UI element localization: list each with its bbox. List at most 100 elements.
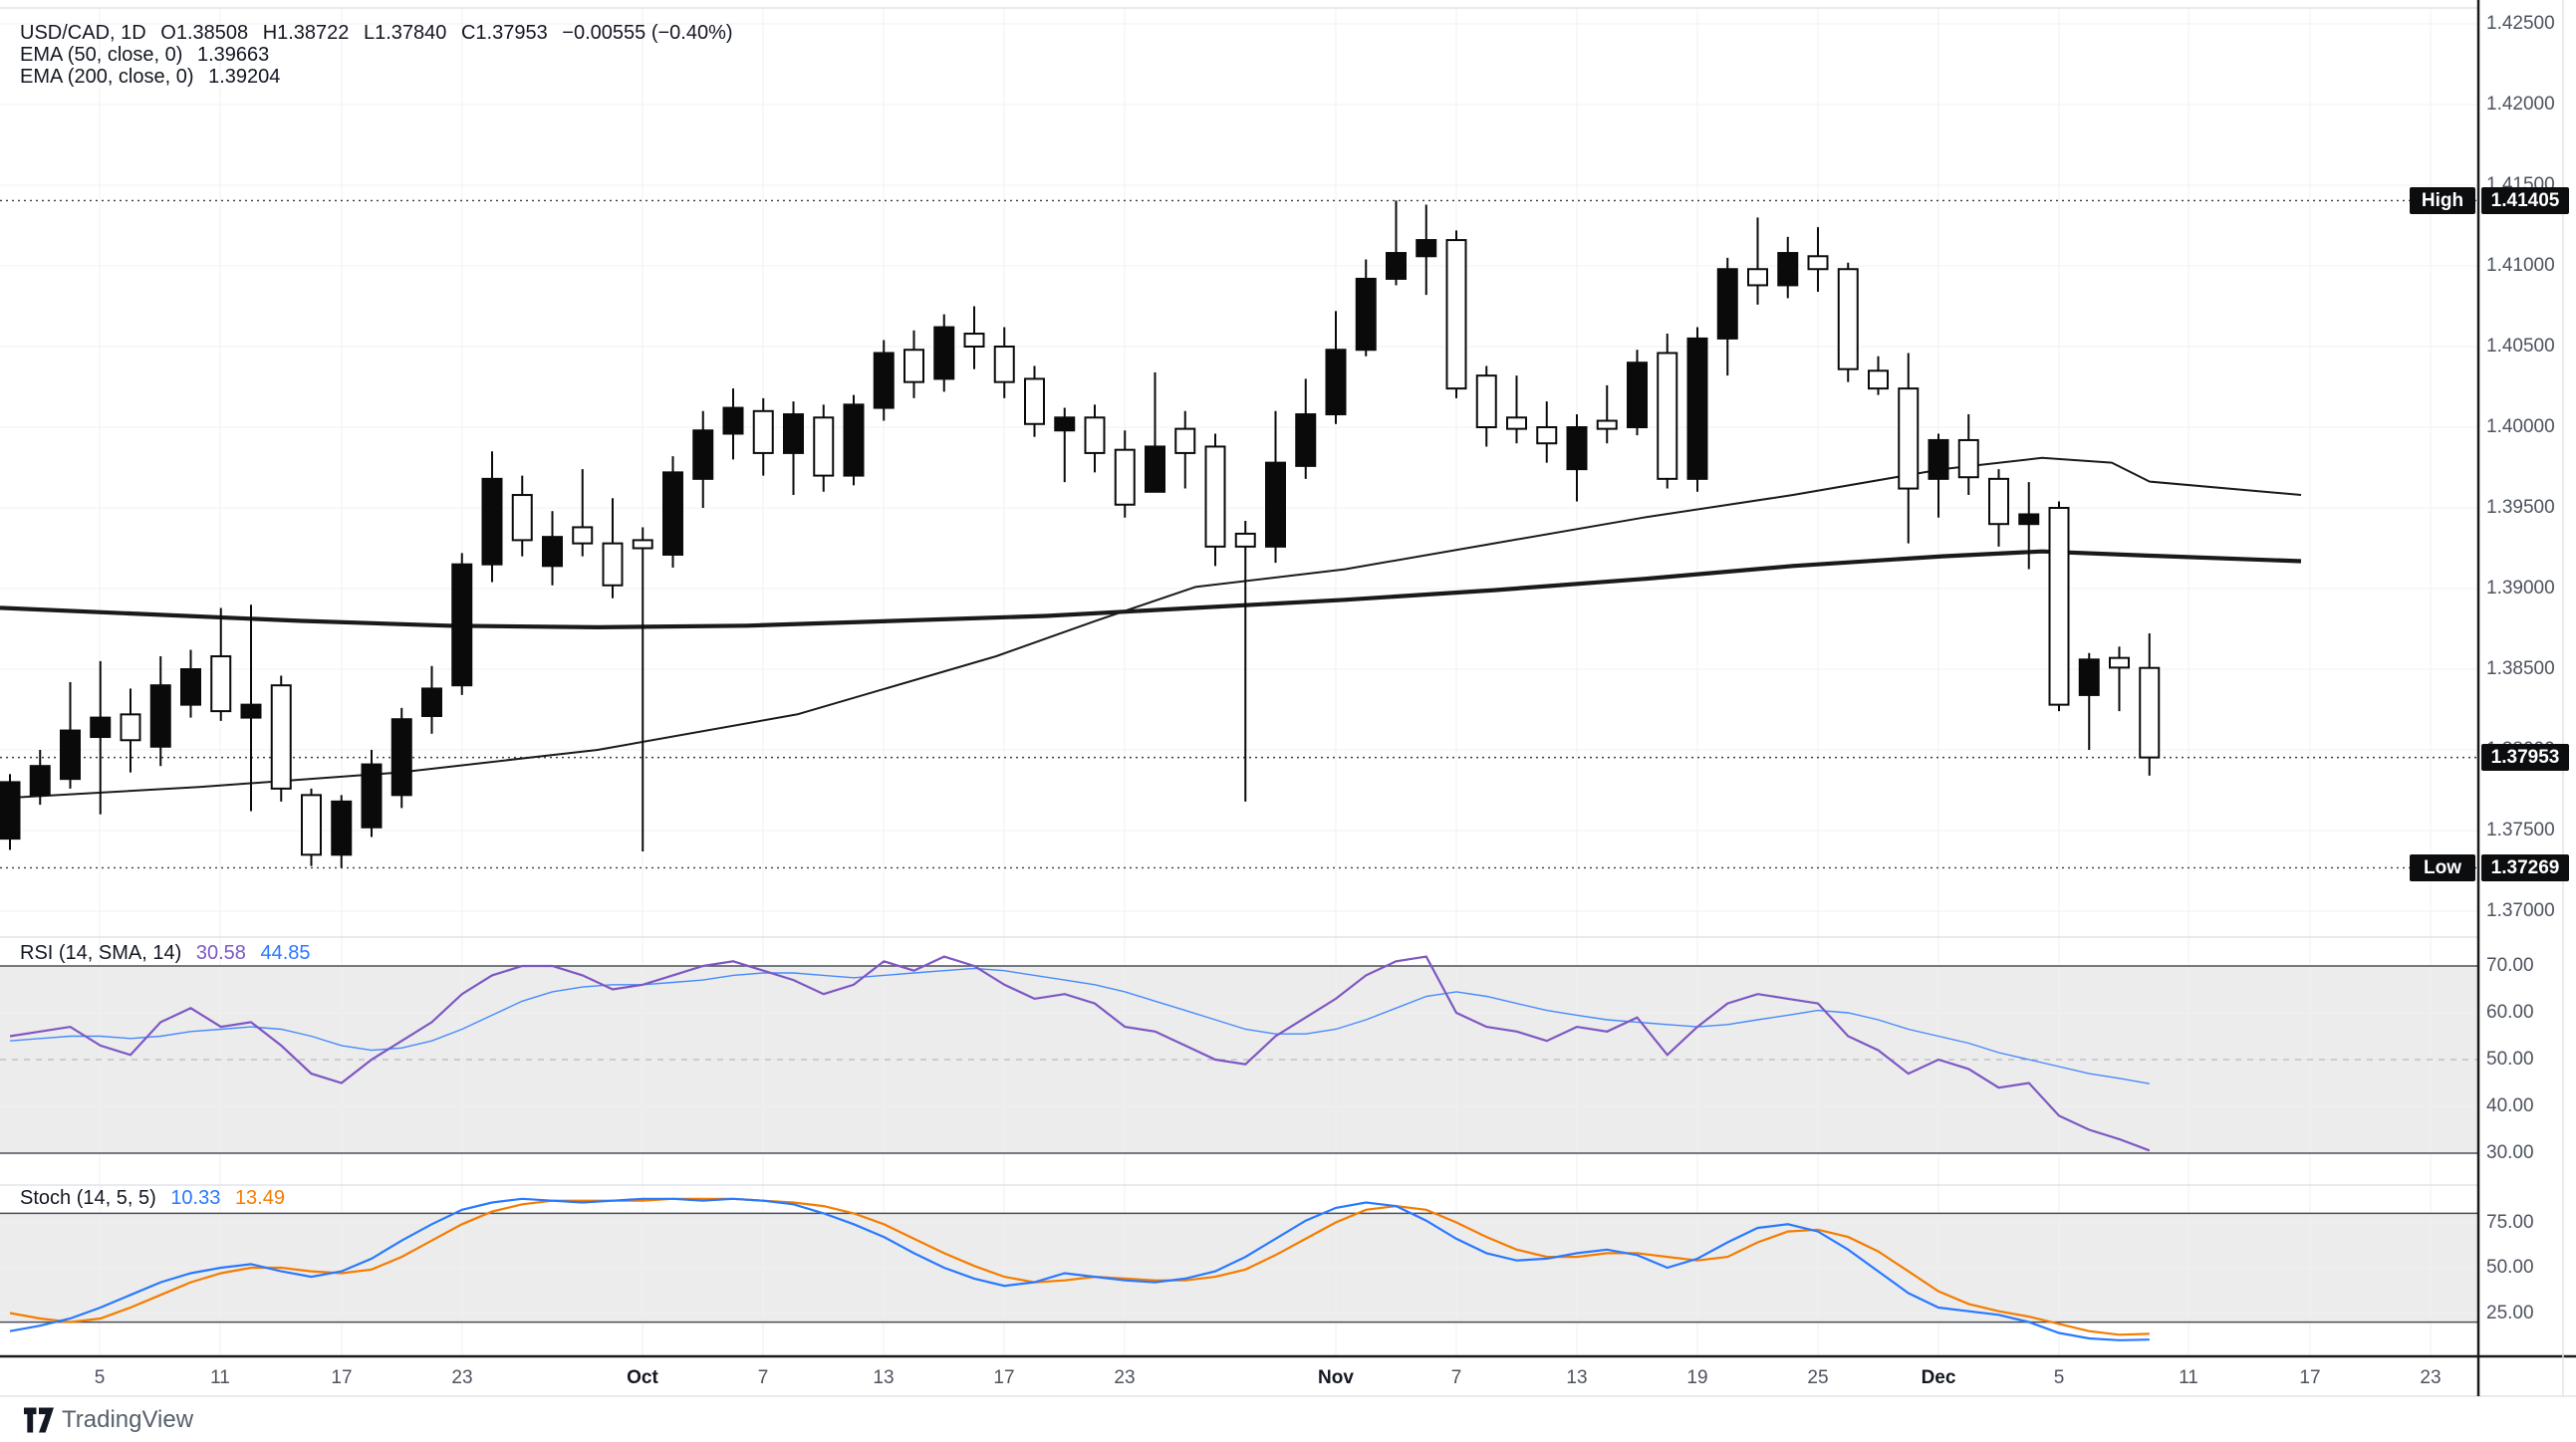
tradingview-logo[interactable]: TradingView — [24, 1406, 193, 1434]
candle[interactable] — [120, 713, 141, 742]
candle[interactable] — [993, 346, 1015, 383]
price-tick-label: 1.39000 — [2486, 578, 2555, 599]
candle[interactable] — [1204, 445, 1226, 548]
candle[interactable] — [270, 684, 292, 790]
candle[interactable] — [752, 409, 774, 454]
ema200-label[interactable]: EMA (200, close, 0) — [20, 66, 194, 88]
stoch-k-line[interactable] — [9, 1197, 2150, 1341]
candle[interactable] — [1024, 377, 1045, 425]
candle[interactable] — [1627, 361, 1648, 429]
candle[interactable] — [1416, 239, 1437, 258]
stoch-label[interactable]: Stoch (14, 5, 5) — [20, 1187, 156, 1209]
candle[interactable] — [813, 416, 835, 477]
candle[interactable] — [149, 684, 171, 748]
candle[interactable] — [1054, 416, 1076, 432]
candle[interactable] — [1084, 416, 1106, 454]
rsi-value: 30.58 — [195, 942, 246, 964]
candle[interactable] — [361, 763, 383, 829]
stoch-tick-label: 75.00 — [2486, 1211, 2534, 1233]
symbol-title[interactable]: USD/CAD, 1D — [20, 22, 146, 44]
candle[interactable] — [1506, 416, 1527, 430]
candle[interactable] — [1234, 532, 1256, 548]
candle[interactable] — [390, 718, 412, 797]
candle[interactable] — [1174, 427, 1196, 454]
candle[interactable] — [451, 563, 473, 687]
candle[interactable] — [903, 349, 924, 383]
candle[interactable] — [1536, 426, 1558, 445]
candle[interactable] — [1928, 438, 1949, 480]
candle[interactable] — [2109, 656, 2130, 669]
ema-50-line[interactable] — [0, 456, 2302, 800]
candle[interactable] — [1988, 477, 2009, 526]
candle[interactable] — [90, 716, 112, 739]
high-badge-value: 1.41405 — [2481, 186, 2569, 214]
stoch-legend[interactable]: Stoch (14, 5, 5) 10.33 13.49 — [20, 1187, 294, 1210]
candle[interactable] — [1868, 369, 1889, 390]
rsi-legend[interactable]: RSI (14, SMA, 14) 30.58 44.85 — [20, 942, 320, 965]
candle[interactable] — [1807, 255, 1829, 271]
candle[interactable] — [301, 794, 322, 856]
candle[interactable] — [1837, 268, 1859, 370]
candle[interactable] — [481, 477, 503, 566]
candle[interactable] — [0, 781, 21, 841]
rsi-sma-value: 44.85 — [260, 942, 311, 964]
candle[interactable] — [1295, 413, 1317, 467]
ema50-label[interactable]: EMA (50, close, 0) — [20, 44, 183, 66]
candle[interactable] — [29, 765, 51, 797]
candle[interactable] — [572, 526, 594, 545]
rsi-band — [0, 966, 2478, 1153]
candle[interactable] — [1265, 461, 1286, 548]
price-tick-label: 1.42000 — [2486, 94, 2555, 115]
candle[interactable] — [963, 333, 985, 349]
candle[interactable] — [692, 429, 714, 480]
candle[interactable] — [2018, 513, 2040, 526]
candle[interactable] — [1657, 352, 1678, 480]
candle[interactable] — [1686, 337, 1708, 480]
candle[interactable] — [180, 668, 201, 706]
time-tick-label: 23 — [1114, 1367, 1136, 1388]
candle[interactable] — [1566, 426, 1588, 471]
candle[interactable] — [421, 687, 442, 717]
candle[interactable] — [1445, 239, 1467, 390]
candle[interactable] — [511, 494, 533, 542]
candle[interactable] — [1325, 349, 1347, 416]
time-tick-label: 23 — [2420, 1367, 2442, 1388]
candle[interactable] — [2078, 658, 2100, 696]
candle[interactable] — [1355, 277, 1377, 352]
low-badge-label: Low — [2410, 853, 2475, 881]
candle[interactable] — [783, 413, 804, 454]
rsi-label[interactable]: RSI (14, SMA, 14) — [20, 942, 182, 964]
candle[interactable] — [1898, 387, 1920, 490]
candle[interactable] — [331, 800, 353, 856]
symbol-legend[interactable]: USD/CAD, 1D O1.38508 H1.38722 L1.37840 C… — [20, 22, 742, 45]
candle[interactable] — [662, 471, 683, 556]
ema200-legend[interactable]: EMA (200, close, 0) 1.39204 — [20, 66, 289, 89]
candle[interactable] — [602, 542, 624, 587]
candle[interactable] — [542, 536, 563, 568]
candle[interactable] — [843, 403, 865, 477]
candle[interactable] — [1386, 252, 1407, 280]
candle[interactable] — [1777, 252, 1799, 287]
candle[interactable] — [2139, 666, 2161, 759]
candle[interactable] — [1747, 268, 1768, 287]
candle[interactable] — [2048, 507, 2070, 706]
candle[interactable] — [1957, 438, 1979, 479]
candle[interactable] — [210, 655, 232, 713]
rsi-line[interactable] — [9, 955, 2151, 1152]
candle[interactable] — [873, 352, 895, 409]
candle[interactable] — [1716, 268, 1738, 340]
candle[interactable] — [1114, 448, 1136, 506]
candle[interactable] — [240, 703, 262, 719]
candle[interactable] — [722, 406, 744, 435]
rsi-sma-line[interactable] — [9, 967, 2150, 1084]
ema-200-line[interactable] — [0, 549, 2302, 630]
candle[interactable] — [1145, 445, 1165, 493]
candle[interactable] — [1475, 374, 1497, 429]
candle[interactable] — [1596, 419, 1618, 430]
ema50-legend[interactable]: EMA (50, close, 0) 1.39663 — [20, 44, 278, 67]
candle[interactable] — [933, 326, 955, 380]
stoch-d-line[interactable] — [9, 1197, 2150, 1336]
candle[interactable] — [632, 539, 653, 550]
candle[interactable] — [60, 729, 81, 781]
